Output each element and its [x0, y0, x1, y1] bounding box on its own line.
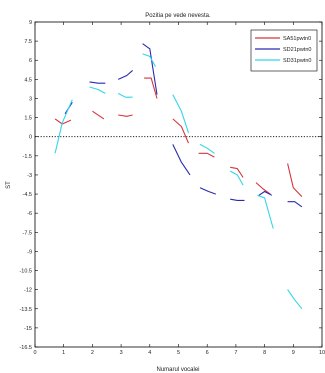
series-SA51pwtn0	[54, 77, 303, 197]
x-tick-label: 1	[62, 350, 65, 356]
x-tick-label: 6	[206, 350, 209, 356]
series-line-segment	[92, 110, 105, 120]
y-tick-label: -6	[27, 211, 32, 217]
series-line-segment	[198, 152, 215, 158]
series-line-segment	[255, 182, 271, 195]
legend-label: SA51pwtn0	[283, 36, 311, 42]
x-tick-label: 4	[148, 350, 151, 356]
legend: SA51pwtn0 SD21pwtn0 SD31pwtn0	[250, 29, 318, 72]
y-tick-label: -7.5	[23, 230, 32, 236]
series-line-segment	[257, 194, 274, 229]
series-line-segment	[258, 190, 273, 196]
x-tick-label: 8	[263, 350, 266, 356]
series-line-segment	[287, 163, 303, 197]
series-line-segment	[287, 289, 303, 310]
y-tick-label: -12	[24, 288, 32, 294]
y-tick-label: 9	[29, 20, 32, 26]
series-line-segment	[142, 53, 156, 67]
y-tick-label: 1.5	[24, 116, 32, 122]
y-tick-label: -16.5	[19, 345, 32, 351]
legend-label: SD31pwtn0	[283, 58, 311, 64]
y-tick-label: -1.5	[23, 154, 32, 160]
y-tick-label: -3	[27, 173, 32, 179]
x-tick-label: 3	[120, 350, 123, 356]
x-tick-label: 9	[292, 350, 295, 356]
series-layer	[54, 43, 303, 310]
series-line-segment	[172, 94, 190, 134]
x-tick-label: 0	[33, 350, 36, 356]
y-tick-label: 0	[29, 135, 32, 141]
series-line-segment	[287, 201, 303, 208]
series-line-segment	[172, 144, 191, 176]
series-line-segment	[199, 143, 215, 154]
series-line-segment	[54, 99, 73, 154]
y-tick-label: 7.5	[24, 39, 32, 45]
x-tick-label: 5	[177, 350, 180, 356]
series-line-segment	[172, 118, 190, 144]
x-tick-label: 7	[234, 350, 237, 356]
y-axis-label: ST	[6, 181, 12, 189]
x-tick-label: 10	[319, 350, 325, 356]
series-line-segment	[230, 198, 245, 201]
plot-area	[34, 21, 323, 348]
y-tick-label: -4.5	[23, 192, 32, 198]
legend-box	[250, 29, 318, 72]
y-tick-label: 4.5	[24, 77, 32, 83]
y-tick-label: -13.5	[19, 307, 32, 313]
series-SD31pwtn0	[54, 53, 303, 310]
chart-title: Pozitia pe vede nevesta.	[145, 13, 211, 19]
series-SD21pwtn0	[64, 43, 303, 208]
series-line-segment	[142, 43, 158, 95]
legend-label: SD21pwtn0	[283, 47, 311, 53]
series-line-segment	[229, 170, 244, 186]
series-line-segment	[230, 166, 244, 178]
series-line-segment	[89, 81, 106, 84]
x-axis-label: Numarul vocalei	[156, 367, 199, 373]
series-line-segment	[117, 92, 133, 98]
series-line-segment	[118, 114, 133, 117]
series-line-segment	[117, 69, 133, 80]
y-tick-label: -10.5	[19, 269, 32, 275]
series-line-segment	[144, 77, 158, 99]
series-line-segment	[89, 86, 106, 94]
series-line-segment	[199, 187, 216, 195]
y-tick-label: -15	[24, 326, 32, 332]
axis-ticks: 0 1 2 3 4 5 6 7 8 9 10 9 7.5 6 4.5 3 1.5 0 -1.5 -3 -4.5 -6 -7.…	[19, 20, 325, 356]
x-tick-label: 2	[91, 350, 94, 356]
y-tick-label: 6	[29, 58, 32, 64]
y-tick-label: 3	[29, 96, 32, 102]
y-tick-label: -9	[27, 249, 32, 255]
